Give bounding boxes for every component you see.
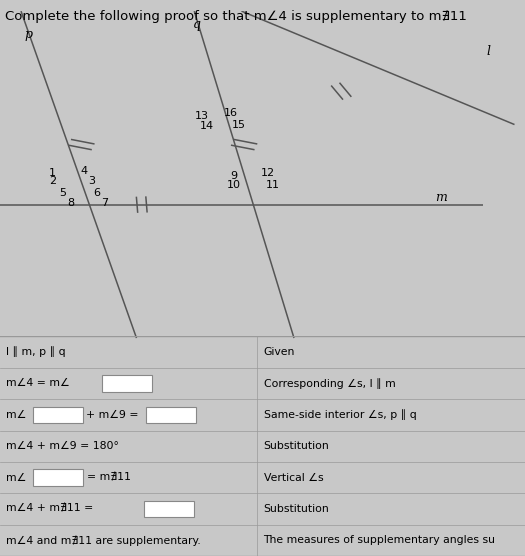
Text: m∠: m∠	[6, 473, 27, 483]
Text: 5: 5	[59, 188, 67, 198]
Text: Substitution: Substitution	[264, 504, 329, 514]
Text: 15: 15	[232, 120, 246, 130]
Text: = m∄11: = m∄11	[87, 473, 131, 483]
Text: The measures of supplementary angles su: The measures of supplementary angles su	[264, 535, 496, 545]
Text: Corresponding ∠s, l ∥ m: Corresponding ∠s, l ∥ m	[264, 378, 395, 389]
Text: m∠4 = m∠: m∠4 = m∠	[6, 379, 70, 389]
Text: 16: 16	[224, 108, 238, 118]
Bar	[146, 406, 196, 423]
Text: m∠4 + m∠9 = 180°: m∠4 + m∠9 = 180°	[6, 441, 119, 451]
Text: + m∠9 =: + m∠9 =	[86, 410, 138, 420]
Text: l: l	[486, 44, 490, 58]
Text: 9: 9	[230, 171, 237, 181]
Text: p: p	[25, 28, 33, 41]
Text: 14: 14	[201, 121, 214, 131]
Bar	[33, 406, 83, 423]
Text: m∠: m∠	[6, 410, 27, 420]
Text: m∠4 and m∄11 are supplementary.: m∠4 and m∄11 are supplementary.	[6, 535, 201, 545]
Bar	[102, 375, 152, 391]
Text: Substitution: Substitution	[264, 441, 329, 451]
Text: 6: 6	[93, 188, 101, 198]
Text: 4: 4	[80, 166, 88, 176]
Text: 1: 1	[49, 168, 56, 178]
Text: m: m	[435, 191, 447, 205]
Bar	[33, 469, 83, 486]
Text: 2: 2	[49, 176, 56, 186]
Text: 12: 12	[261, 168, 275, 178]
Text: 13: 13	[195, 111, 209, 121]
Text: 11: 11	[266, 180, 280, 190]
Text: 8: 8	[67, 198, 75, 208]
Text: Same-side interior ∠s, p ∥ q: Same-side interior ∠s, p ∥ q	[264, 409, 416, 420]
Text: Complete the following proof so that m∠4 is supplementary to m∄11: Complete the following proof so that m∠4…	[5, 10, 467, 23]
Text: m∠4 + m∄11 =: m∠4 + m∄11 =	[6, 504, 93, 514]
Text: 3: 3	[88, 176, 96, 186]
Text: Given: Given	[264, 347, 295, 357]
Text: 7: 7	[101, 198, 109, 208]
Bar	[144, 501, 194, 517]
Text: l ∥ m, p ∥ q: l ∥ m, p ∥ q	[6, 346, 66, 358]
Text: q: q	[193, 18, 201, 31]
Text: 10: 10	[227, 180, 240, 190]
Text: Vertical ∠s: Vertical ∠s	[264, 473, 323, 483]
